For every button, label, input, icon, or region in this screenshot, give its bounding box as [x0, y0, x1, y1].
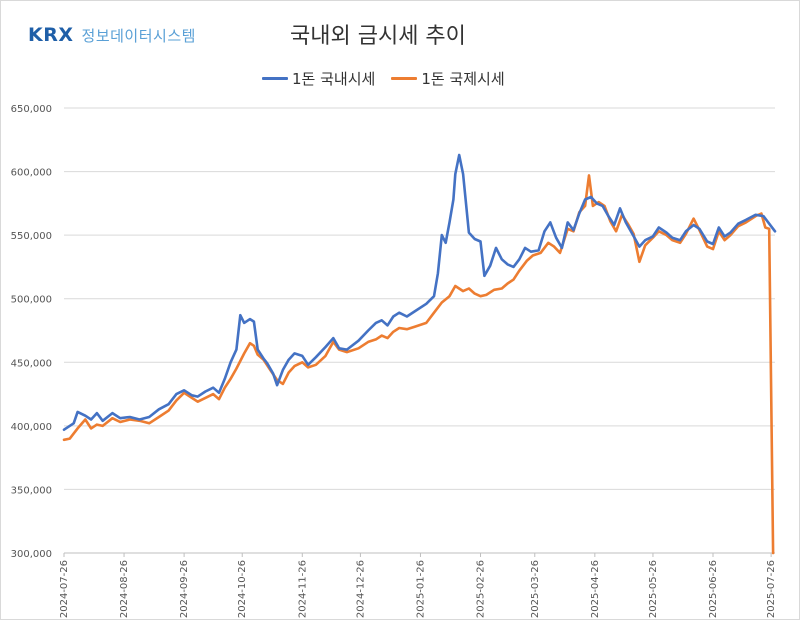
- x-tick-label: 2025-05-26: [648, 560, 659, 618]
- x-tick-label: 2024-08-26: [119, 560, 130, 618]
- x-tick-label: 2025-01-26: [415, 560, 426, 618]
- x-tick-label: 2024-12-26: [355, 560, 366, 618]
- x-tick-label: 2025-03-26: [530, 560, 541, 618]
- y-tick-label: 350,000: [11, 485, 52, 496]
- logo-mark: KRX: [28, 24, 74, 46]
- chart-legend: 1돈 국내시세 1돈 국제시세: [262, 68, 505, 89]
- y-axis: 300,000 350,000 400,000 450,000 500,000 550,0…: [11, 104, 52, 560]
- y-tick-label: 650,000: [11, 104, 52, 115]
- x-tick-label: 2024-10-26: [237, 560, 248, 618]
- logo-text: 정보데이터시스템: [81, 26, 196, 45]
- series-line-domestic: [62, 153, 777, 431]
- series-lines: [62, 153, 777, 555]
- gridlines: [64, 107, 775, 554]
- legend-item-domestic: 1돈 국내시세: [262, 68, 375, 89]
- y-tick-label: 550,000: [11, 231, 52, 242]
- legend-item-international: 1돈 국제시세: [391, 68, 505, 89]
- y-tick-label: 500,000: [11, 295, 52, 306]
- legend-swatch-domestic: [262, 77, 288, 80]
- y-tick-label: 450,000: [11, 358, 52, 369]
- x-axis: 2024-07-26 2024-08-26 2024-09-26 2024-10-26…: [59, 552, 777, 618]
- legend-label-domestic: 1돈 국내시세: [292, 70, 376, 88]
- y-tick-label: 400,000: [11, 422, 52, 433]
- chart-title: 국내외 금시세 추이: [290, 24, 466, 49]
- x-tick-label: 2024-09-26: [179, 560, 190, 618]
- legend-swatch-international: [391, 77, 418, 80]
- x-tick-label: 2025-06-26: [708, 560, 719, 618]
- x-tick-label: 2024-07-26: [59, 560, 70, 618]
- x-tick-label: 2025-07-26: [766, 560, 777, 618]
- x-tick-label: 2024-11-26: [297, 560, 308, 618]
- series-line-international: [62, 174, 775, 555]
- krx-logo: KRX 정보데이터시스템: [28, 24, 196, 46]
- x-tick-label: 2025-04-26: [590, 560, 601, 618]
- y-tick-label: 600,000: [11, 168, 52, 179]
- legend-label-international: 1돈 국제시세: [421, 70, 505, 88]
- y-tick-label: 300,000: [11, 549, 52, 560]
- x-tick-label: 2025-02-26: [476, 560, 487, 618]
